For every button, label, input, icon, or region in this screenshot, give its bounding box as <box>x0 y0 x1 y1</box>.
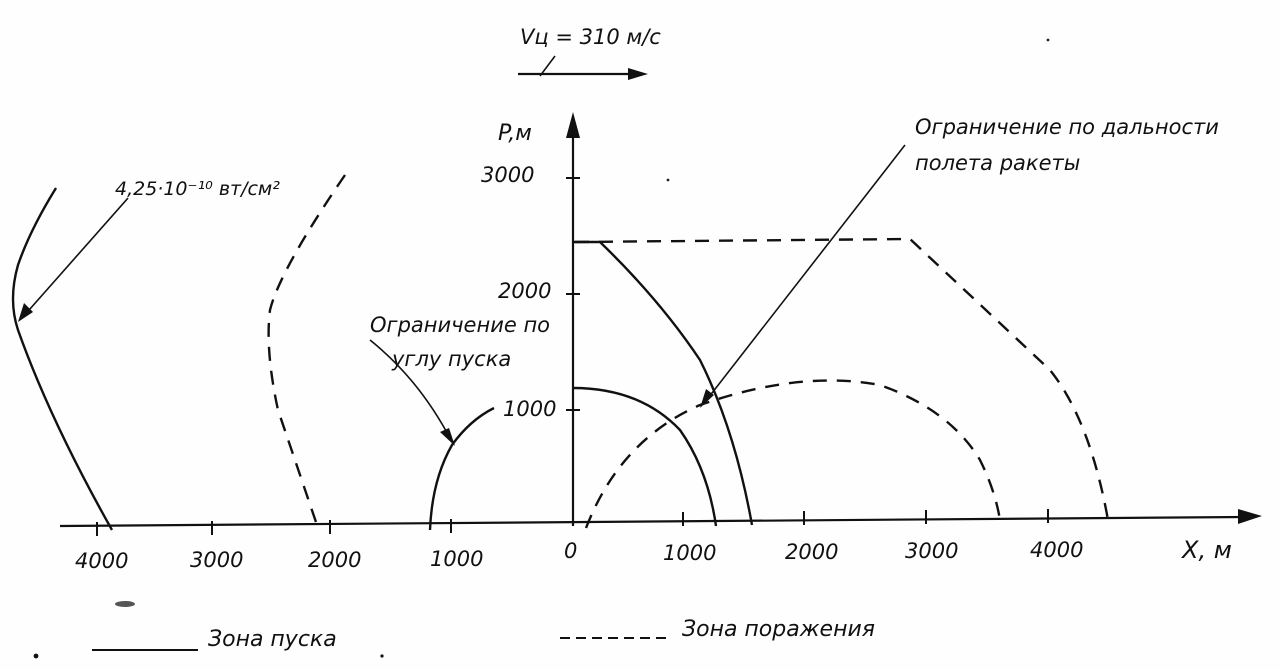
range-leader <box>704 144 906 403</box>
launch-angle-leader <box>369 339 453 443</box>
y-axis-label: P,м <box>498 121 532 146</box>
y-tick-label: 1000 <box>503 397 556 421</box>
range-annotation-line1: Ограничение по дальности <box>915 115 1219 139</box>
scan-speck <box>666 178 670 182</box>
launch-zone-range-curve <box>573 240 754 526</box>
kill-zone-left-curve <box>267 174 346 529</box>
range-arrowhead-icon <box>700 389 714 408</box>
velocity-label: Vц = 310 м/с <box>520 25 661 49</box>
x-tick-label: 1000 <box>663 541 716 565</box>
x-axis <box>59 515 1246 528</box>
scan-speck <box>380 654 384 658</box>
velocity-arrowhead-icon <box>628 68 648 80</box>
y-tick-label: 3000 <box>481 163 534 187</box>
launch-angle-curve <box>428 406 495 531</box>
launch-zone-inner-curve <box>572 386 718 527</box>
scan-speck <box>33 653 39 659</box>
y-axis-arrowhead-icon <box>566 112 580 138</box>
x-tick-label: 2000 <box>308 548 361 572</box>
legend-launch-zone-label: Зона пуска <box>208 627 337 652</box>
x-tick-label: 3000 <box>190 548 243 572</box>
launch-angle-annotation-line2: углу пуска <box>391 347 511 371</box>
x-tick-label: 3000 <box>905 539 958 563</box>
x-tick-label: 1000 <box>430 547 483 571</box>
x-tick-label: 0 <box>564 539 577 563</box>
x-axis-arrowhead-icon <box>1238 509 1262 524</box>
velocity-leader <box>539 55 556 77</box>
y-tick-label: 2000 <box>498 279 551 303</box>
scan-smudge <box>115 601 135 607</box>
rcs-arrowhead-icon <box>18 303 33 322</box>
launch-angle-annotation-line1: Ограничение по <box>370 313 550 337</box>
rcs-annotation: 4,25·10⁻¹⁰ вт/см² <box>115 178 280 200</box>
launch-zone-outer-curve <box>11 187 114 531</box>
rcs-leader <box>21 197 129 319</box>
x-axis-label: X, м <box>1180 536 1232 564</box>
legend-kill-zone-label: Зона поражения <box>682 617 875 642</box>
kill-zone-outer-curve <box>574 237 1110 521</box>
x-tick-label: 4000 <box>75 549 128 573</box>
x-tick-label: 4000 <box>1030 538 1083 562</box>
scan-speck <box>1046 38 1050 42</box>
range-annotation-line2: полета ракеты <box>915 151 1080 175</box>
launch-angle-arrowhead-icon <box>440 428 455 446</box>
x-tick-label: 2000 <box>785 540 838 564</box>
kill-zone-inner-curve <box>584 379 1002 529</box>
